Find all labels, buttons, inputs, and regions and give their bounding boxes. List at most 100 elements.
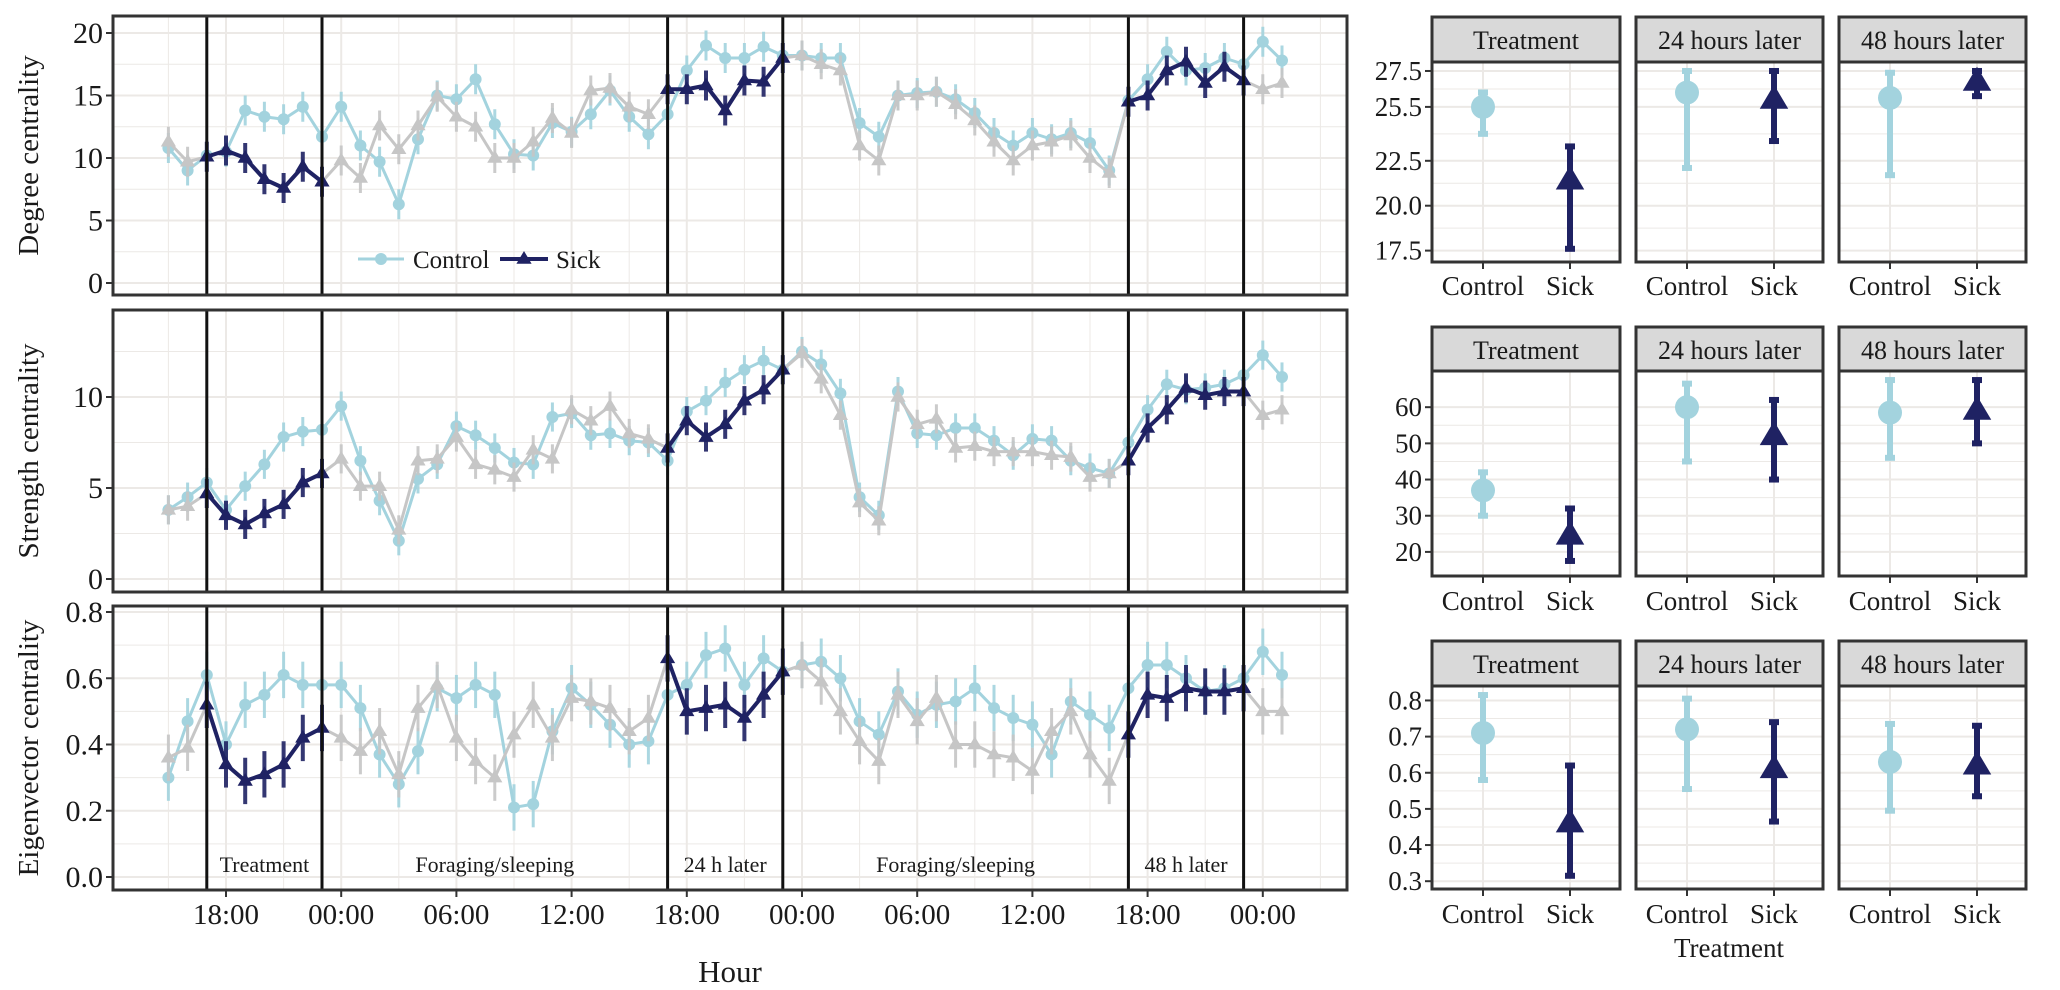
data-point-control	[700, 39, 712, 52]
data-point-control	[546, 411, 559, 424]
data-point-control	[296, 678, 309, 691]
data-point-sick	[1178, 53, 1194, 67]
facet-panel: 48 hours later Control Sick	[1837, 639, 2028, 929]
panel-background	[1432, 686, 1620, 889]
data-point-sick	[276, 496, 292, 510]
legend-control-label: Control	[413, 247, 489, 274]
data-point-sick	[468, 456, 484, 470]
panel-background	[1432, 62, 1620, 262]
data-point-sick	[1024, 763, 1040, 776]
period-label: Foraging/sleeping	[415, 852, 574, 877]
series-line-segment	[339, 106, 362, 147]
y-tick-label: 0.6	[66, 662, 104, 695]
data-point-sick	[180, 153, 196, 167]
data-point-control	[680, 678, 693, 691]
data-point-control	[738, 363, 751, 376]
data-point-control	[527, 798, 540, 811]
data-point-control	[719, 52, 732, 64]
data-point-control	[930, 429, 943, 442]
y-tick-label: 0	[88, 267, 103, 300]
data-point-control	[239, 104, 252, 117]
data-point-sick	[1274, 401, 1290, 415]
data-point-sick	[468, 753, 484, 766]
series-line-segment	[204, 704, 228, 765]
x-tick-label: Sick	[1546, 271, 1595, 301]
y-tick-label: 17.5	[1375, 236, 1422, 266]
facet-strip	[1430, 325, 1622, 373]
data-point-sick	[698, 77, 714, 91]
series-line-segment	[397, 138, 420, 205]
series-line-segment	[531, 416, 554, 465]
series-line-segment	[839, 677, 861, 722]
series-line-segment	[935, 418, 957, 449]
data-point-sick	[621, 425, 637, 439]
data-point-sick	[295, 474, 311, 488]
data-point-control	[738, 52, 751, 64]
data-point-sick	[160, 501, 176, 515]
y-tick-label: 0.7	[1388, 722, 1422, 752]
data-point-sick	[1044, 723, 1060, 737]
data-point-control	[354, 702, 367, 715]
data-point-control	[1141, 73, 1154, 86]
data-point-sick	[564, 690, 580, 703]
series-line-segment	[378, 161, 401, 205]
y-tick-label: 60	[1395, 392, 1422, 422]
data-point-control	[853, 117, 866, 129]
data-point-sick	[832, 62, 848, 76]
facet-strip-label: Treatment	[1473, 336, 1580, 365]
x-tick-label: Control	[1442, 586, 1525, 616]
series-line-segment	[819, 378, 842, 416]
data-point-control	[1160, 45, 1173, 58]
data-point-sick	[1082, 150, 1098, 163]
data-point-control	[469, 73, 482, 86]
data-point-sick	[506, 726, 522, 740]
panel-background	[113, 16, 1347, 295]
data-point-control	[1160, 659, 1173, 671]
data-point-sick	[621, 723, 637, 737]
y-tick-label: 20.0	[1375, 191, 1422, 221]
data-point-sick	[352, 743, 368, 756]
data-point-sick	[160, 133, 176, 147]
data-point-control	[1026, 718, 1039, 731]
legend-sick-marker	[516, 251, 532, 264]
facet-strip	[1634, 325, 1825, 373]
data-point-control	[392, 198, 405, 211]
series-line-segment	[1127, 408, 1149, 444]
data-point-control	[335, 400, 348, 413]
x-tick-label: 18:00	[1115, 899, 1181, 931]
data-point-sick	[410, 117, 426, 131]
x-tick-label: Control	[1646, 271, 1729, 301]
data-point-control	[239, 698, 252, 711]
y-axis-title: Eigenvector centrality	[13, 619, 45, 876]
data-point-sick	[391, 141, 407, 155]
x-tick-label: Sick	[1546, 899, 1595, 929]
data-point-sick	[756, 73, 772, 87]
data-point-control	[757, 40, 770, 53]
data-point-sick	[468, 118, 484, 132]
data-point-sick	[218, 756, 234, 770]
series-sick	[160, 40, 1290, 203]
y-tick-label: 20	[1395, 537, 1422, 567]
data-point-sick	[276, 756, 292, 770]
data-point-sick	[256, 766, 272, 780]
data-point-sick	[679, 703, 695, 717]
data-point-sick	[813, 370, 829, 384]
y-tick-label: 5	[88, 205, 103, 238]
data-point-control	[469, 429, 482, 442]
series-line-segment	[166, 720, 190, 779]
y-tick-label: 0.6	[1388, 758, 1422, 788]
y-tick-label: 10	[73, 381, 103, 414]
series-line-segment	[935, 697, 957, 746]
data-point-control	[1276, 370, 1288, 383]
data-point-sick	[717, 416, 733, 430]
data-point-sick	[909, 713, 925, 727]
data-point-control	[949, 421, 962, 434]
facet-row-0: 17.5 20.0 22.5 25.5 27.5 Treatment Control Sick…	[1375, 15, 2028, 301]
data-point-control	[700, 649, 712, 662]
facet-panel: 24 hours later Control Sick	[1634, 639, 1825, 929]
data-point-sick	[794, 345, 810, 359]
x-tick-label: Control	[1849, 586, 1932, 616]
